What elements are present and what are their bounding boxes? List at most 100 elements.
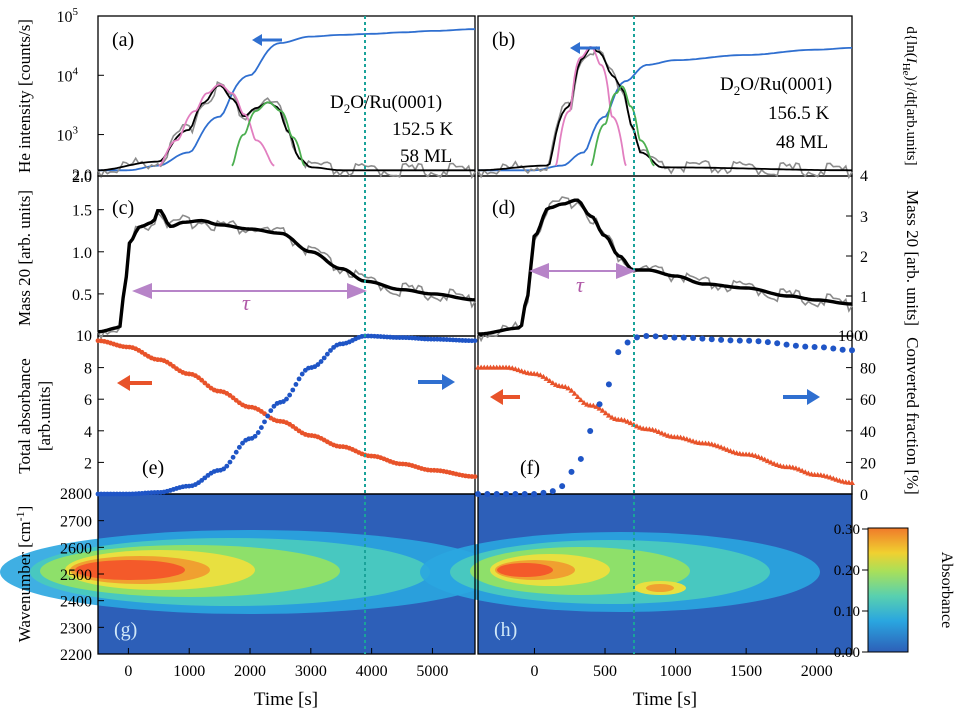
point [633, 334, 640, 341]
ytick-g-top: 2800 [60, 486, 92, 503]
xlabel-right: Time [s] [633, 689, 697, 710]
series-b-3 [590, 85, 655, 167]
xtick-h: 1500 [730, 663, 762, 680]
ytick-g: 2400 [60, 594, 92, 611]
point [559, 483, 566, 490]
point [493, 491, 500, 497]
panel-label-e: (e) [142, 457, 164, 479]
ylabel-a: He intensity [counts/s] [15, 19, 34, 173]
point [552, 381, 559, 387]
ytick-c: 1.0 [72, 245, 92, 262]
point [596, 405, 603, 411]
point [849, 347, 855, 354]
point [271, 403, 277, 409]
point [475, 491, 481, 497]
point [690, 335, 697, 342]
point [540, 373, 547, 379]
annot-b-sample: D2O/Ru(0001) [720, 74, 832, 98]
series-b-1 [477, 46, 852, 172]
panel-label-h: (h) [494, 619, 517, 641]
colorbar: 0.00 0.10 0.20 0.30 Absorbance [834, 522, 955, 661]
point [633, 423, 640, 429]
point [599, 407, 606, 413]
ytick-b-right: 4 [860, 168, 868, 185]
colorbar-tick-1: 0.10 [834, 604, 860, 620]
point [531, 491, 538, 497]
point [624, 339, 631, 346]
annot-a-sample: D2O/Ru(0001) [330, 92, 442, 116]
panel-label-a: (a) [112, 29, 134, 51]
point [562, 383, 569, 389]
tau-label-d: τ [576, 272, 585, 297]
ytick-f-100: 100 [838, 328, 862, 345]
ytick-g: 2200 [60, 647, 92, 664]
ytick-a: 105 [57, 6, 79, 26]
series-d-raw [477, 196, 853, 343]
xtick-h: 1000 [660, 663, 692, 680]
ytick-e: 6 [84, 392, 92, 409]
point [721, 445, 728, 451]
point [796, 466, 803, 472]
point [296, 376, 302, 382]
point [268, 408, 274, 414]
colorbar-tick-3: 0.30 [834, 522, 860, 538]
point [318, 359, 324, 364]
point [830, 345, 837, 352]
ytick-g: 2500 [60, 567, 92, 584]
tau-label-c: τ [242, 290, 251, 315]
point [540, 489, 547, 496]
ytick-f-right: 80 [860, 361, 876, 378]
point [680, 334, 687, 341]
ylabel-c: Mass 20 [arb. units] [15, 190, 34, 326]
ytick-g: 2700 [60, 514, 92, 531]
annot-a-temp: 152.5 K [392, 119, 454, 140]
point [596, 401, 603, 408]
xtick-g: 1000 [173, 663, 205, 680]
point [328, 348, 333, 353]
point [652, 333, 659, 340]
point [258, 425, 264, 430]
ylabel-b-right: d{ln(IHe)}/dt[arb.units] [900, 26, 919, 165]
point [671, 334, 678, 341]
point [609, 414, 616, 420]
point [290, 387, 296, 393]
ytick-d-right: 2 [860, 249, 868, 266]
point [761, 456, 768, 462]
series-f-0 [475, 364, 855, 485]
point [230, 454, 236, 460]
xtick-g: 3000 [295, 663, 327, 680]
point [503, 491, 510, 497]
point [284, 396, 289, 402]
point [577, 455, 584, 462]
point [727, 448, 734, 454]
point [236, 444, 242, 450]
point [621, 417, 628, 423]
ylabel-d-right: Mass 20 [arb. units] [903, 190, 922, 326]
panel-label-g: (g) [114, 619, 137, 641]
point [783, 341, 790, 348]
point [221, 466, 227, 472]
colorbar-label: Absorbance [938, 552, 955, 628]
point [627, 420, 634, 426]
point [755, 338, 762, 345]
colorbar-tick-0: 0.00 [834, 645, 860, 661]
annot-b-temp: 156.5 K [768, 103, 830, 124]
point [827, 474, 834, 480]
point [839, 346, 846, 353]
point [199, 377, 205, 383]
point [658, 430, 665, 436]
ytick-a: 104 [57, 65, 79, 85]
point [521, 491, 528, 497]
ytick-a-bottom: 2.0 [72, 167, 92, 184]
point [683, 436, 690, 442]
ylabel-e-line1: Total absorbance [15, 358, 34, 473]
series-b-raw [477, 45, 853, 180]
point [662, 431, 668, 437]
point [472, 338, 478, 344]
point [299, 371, 305, 377]
point [574, 394, 581, 400]
point [764, 339, 771, 346]
series-c-raw [97, 211, 476, 340]
panel-label-d: (d) [492, 197, 515, 219]
